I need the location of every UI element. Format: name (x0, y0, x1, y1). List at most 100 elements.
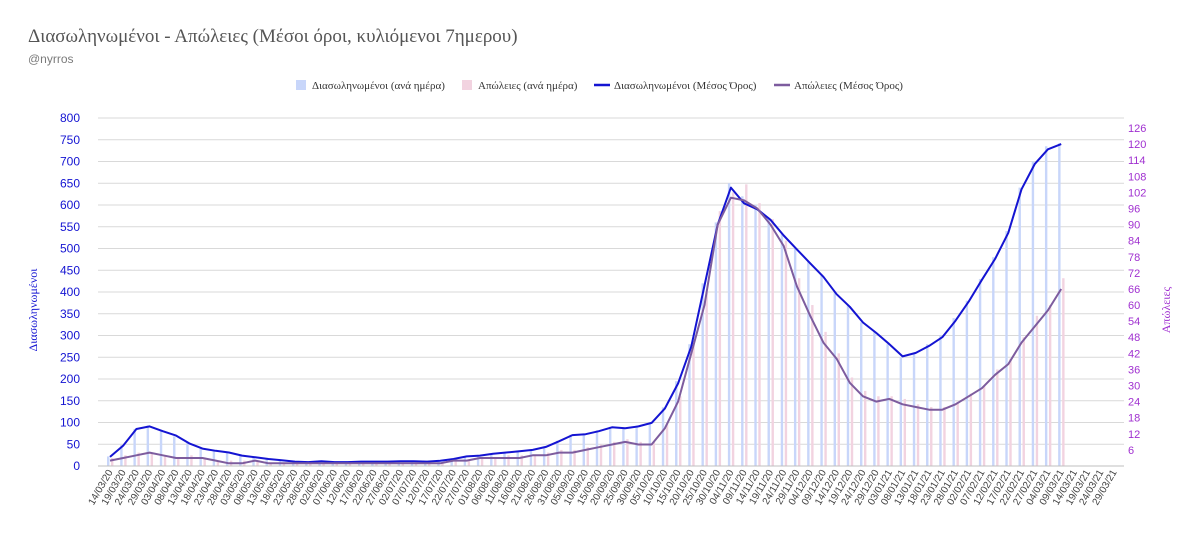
legend-label: Απώλειες (Μέσος Όρος) (794, 80, 903, 92)
y2-tick-label: 36 (1128, 364, 1140, 376)
bar (982, 385, 986, 466)
bar (225, 452, 229, 466)
bar (833, 292, 836, 466)
bar (529, 449, 533, 466)
y2-tick-label: 42 (1128, 348, 1140, 360)
bar (586, 447, 589, 466)
bar (626, 439, 629, 466)
y-tick-label: 650 (60, 176, 80, 190)
bar (1022, 337, 1025, 466)
bar (784, 240, 788, 466)
bar (758, 203, 761, 466)
bar (767, 218, 770, 466)
bar (956, 401, 959, 466)
y2-axis-title: Απώλειες (1159, 287, 1173, 334)
bar (159, 430, 163, 466)
bar (1005, 231, 1008, 466)
y2-tick-label: 96 (1128, 203, 1140, 215)
bar (811, 305, 814, 466)
bar (797, 278, 801, 466)
bar (930, 406, 933, 466)
deaths-average-line (109, 196, 1063, 465)
bar (269, 463, 272, 466)
bar (714, 222, 718, 466)
bar (309, 463, 312, 466)
y2-tick-label: 108 (1128, 171, 1146, 183)
bar (701, 283, 704, 466)
bar (807, 261, 810, 466)
bar (322, 463, 325, 466)
bar (996, 369, 999, 466)
legend-label: Διασωληνωμένοι (ανά ημέρα) (312, 80, 445, 92)
bar (903, 398, 907, 466)
y-tick-label: 150 (60, 394, 80, 408)
bar (480, 457, 484, 466)
bar (741, 196, 744, 467)
y-axis-title: Διασωληνωμένοι (26, 268, 40, 352)
bar (573, 449, 576, 466)
y-tick-label: 700 (60, 155, 80, 169)
bar (212, 450, 216, 466)
bar (546, 452, 550, 466)
bar (476, 455, 480, 466)
bar (675, 381, 678, 466)
bar (137, 452, 140, 466)
bar (912, 352, 916, 466)
bar (150, 452, 154, 466)
bar (203, 457, 206, 466)
y2-tick-label: 84 (1128, 236, 1140, 248)
bar (652, 441, 656, 466)
bar (348, 463, 352, 466)
y2-tick-label: 120 (1128, 139, 1146, 151)
bar (780, 233, 784, 466)
y2-tick-label: 6 (1128, 445, 1134, 457)
bar (190, 455, 193, 466)
y2-tick-label: 48 (1128, 332, 1140, 344)
bar (111, 457, 114, 466)
bar (969, 393, 973, 466)
y-tick-label: 300 (60, 329, 80, 343)
bar (1044, 146, 1048, 466)
bar (335, 463, 338, 466)
y-tick-label: 250 (60, 350, 80, 364)
bar (569, 434, 572, 466)
axes: 0 50 100 150 200 250 300 350 400 450 500 550 600 650 7… (26, 111, 1173, 507)
bar (520, 455, 523, 466)
bar (124, 455, 127, 466)
bar (282, 463, 286, 466)
bar (705, 291, 708, 466)
y2-tick-label: 72 (1128, 268, 1140, 280)
bar (965, 300, 969, 466)
bar (1062, 278, 1065, 466)
bar (173, 436, 176, 466)
y2-tick-label: 126 (1128, 123, 1146, 135)
bar (388, 463, 391, 466)
y-tick-label: 800 (60, 111, 80, 125)
bar (679, 396, 682, 466)
y2-tick-label: 12 (1128, 429, 1140, 441)
y-tick-label: 400 (60, 285, 80, 299)
bar (401, 463, 405, 466)
bar (622, 427, 625, 466)
y-tick-label: 50 (67, 437, 81, 451)
bar (256, 460, 259, 466)
y-tick-label: 450 (60, 263, 80, 277)
bar (441, 463, 444, 466)
y-tick-label: 200 (60, 372, 80, 386)
bar (186, 442, 189, 466)
y2-tick-label: 102 (1128, 187, 1146, 199)
bar (375, 463, 378, 466)
bar (494, 457, 497, 466)
bar (560, 449, 563, 466)
bar (177, 457, 180, 466)
bar (793, 248, 797, 466)
y2-tick-label: 90 (1128, 220, 1140, 232)
bar (846, 305, 850, 466)
y2-tick-label: 66 (1128, 284, 1140, 296)
bar (163, 455, 167, 466)
bar (692, 342, 695, 466)
chart-subtitle: @nyrros (28, 52, 74, 66)
bar (635, 425, 638, 466)
bar (414, 463, 418, 466)
